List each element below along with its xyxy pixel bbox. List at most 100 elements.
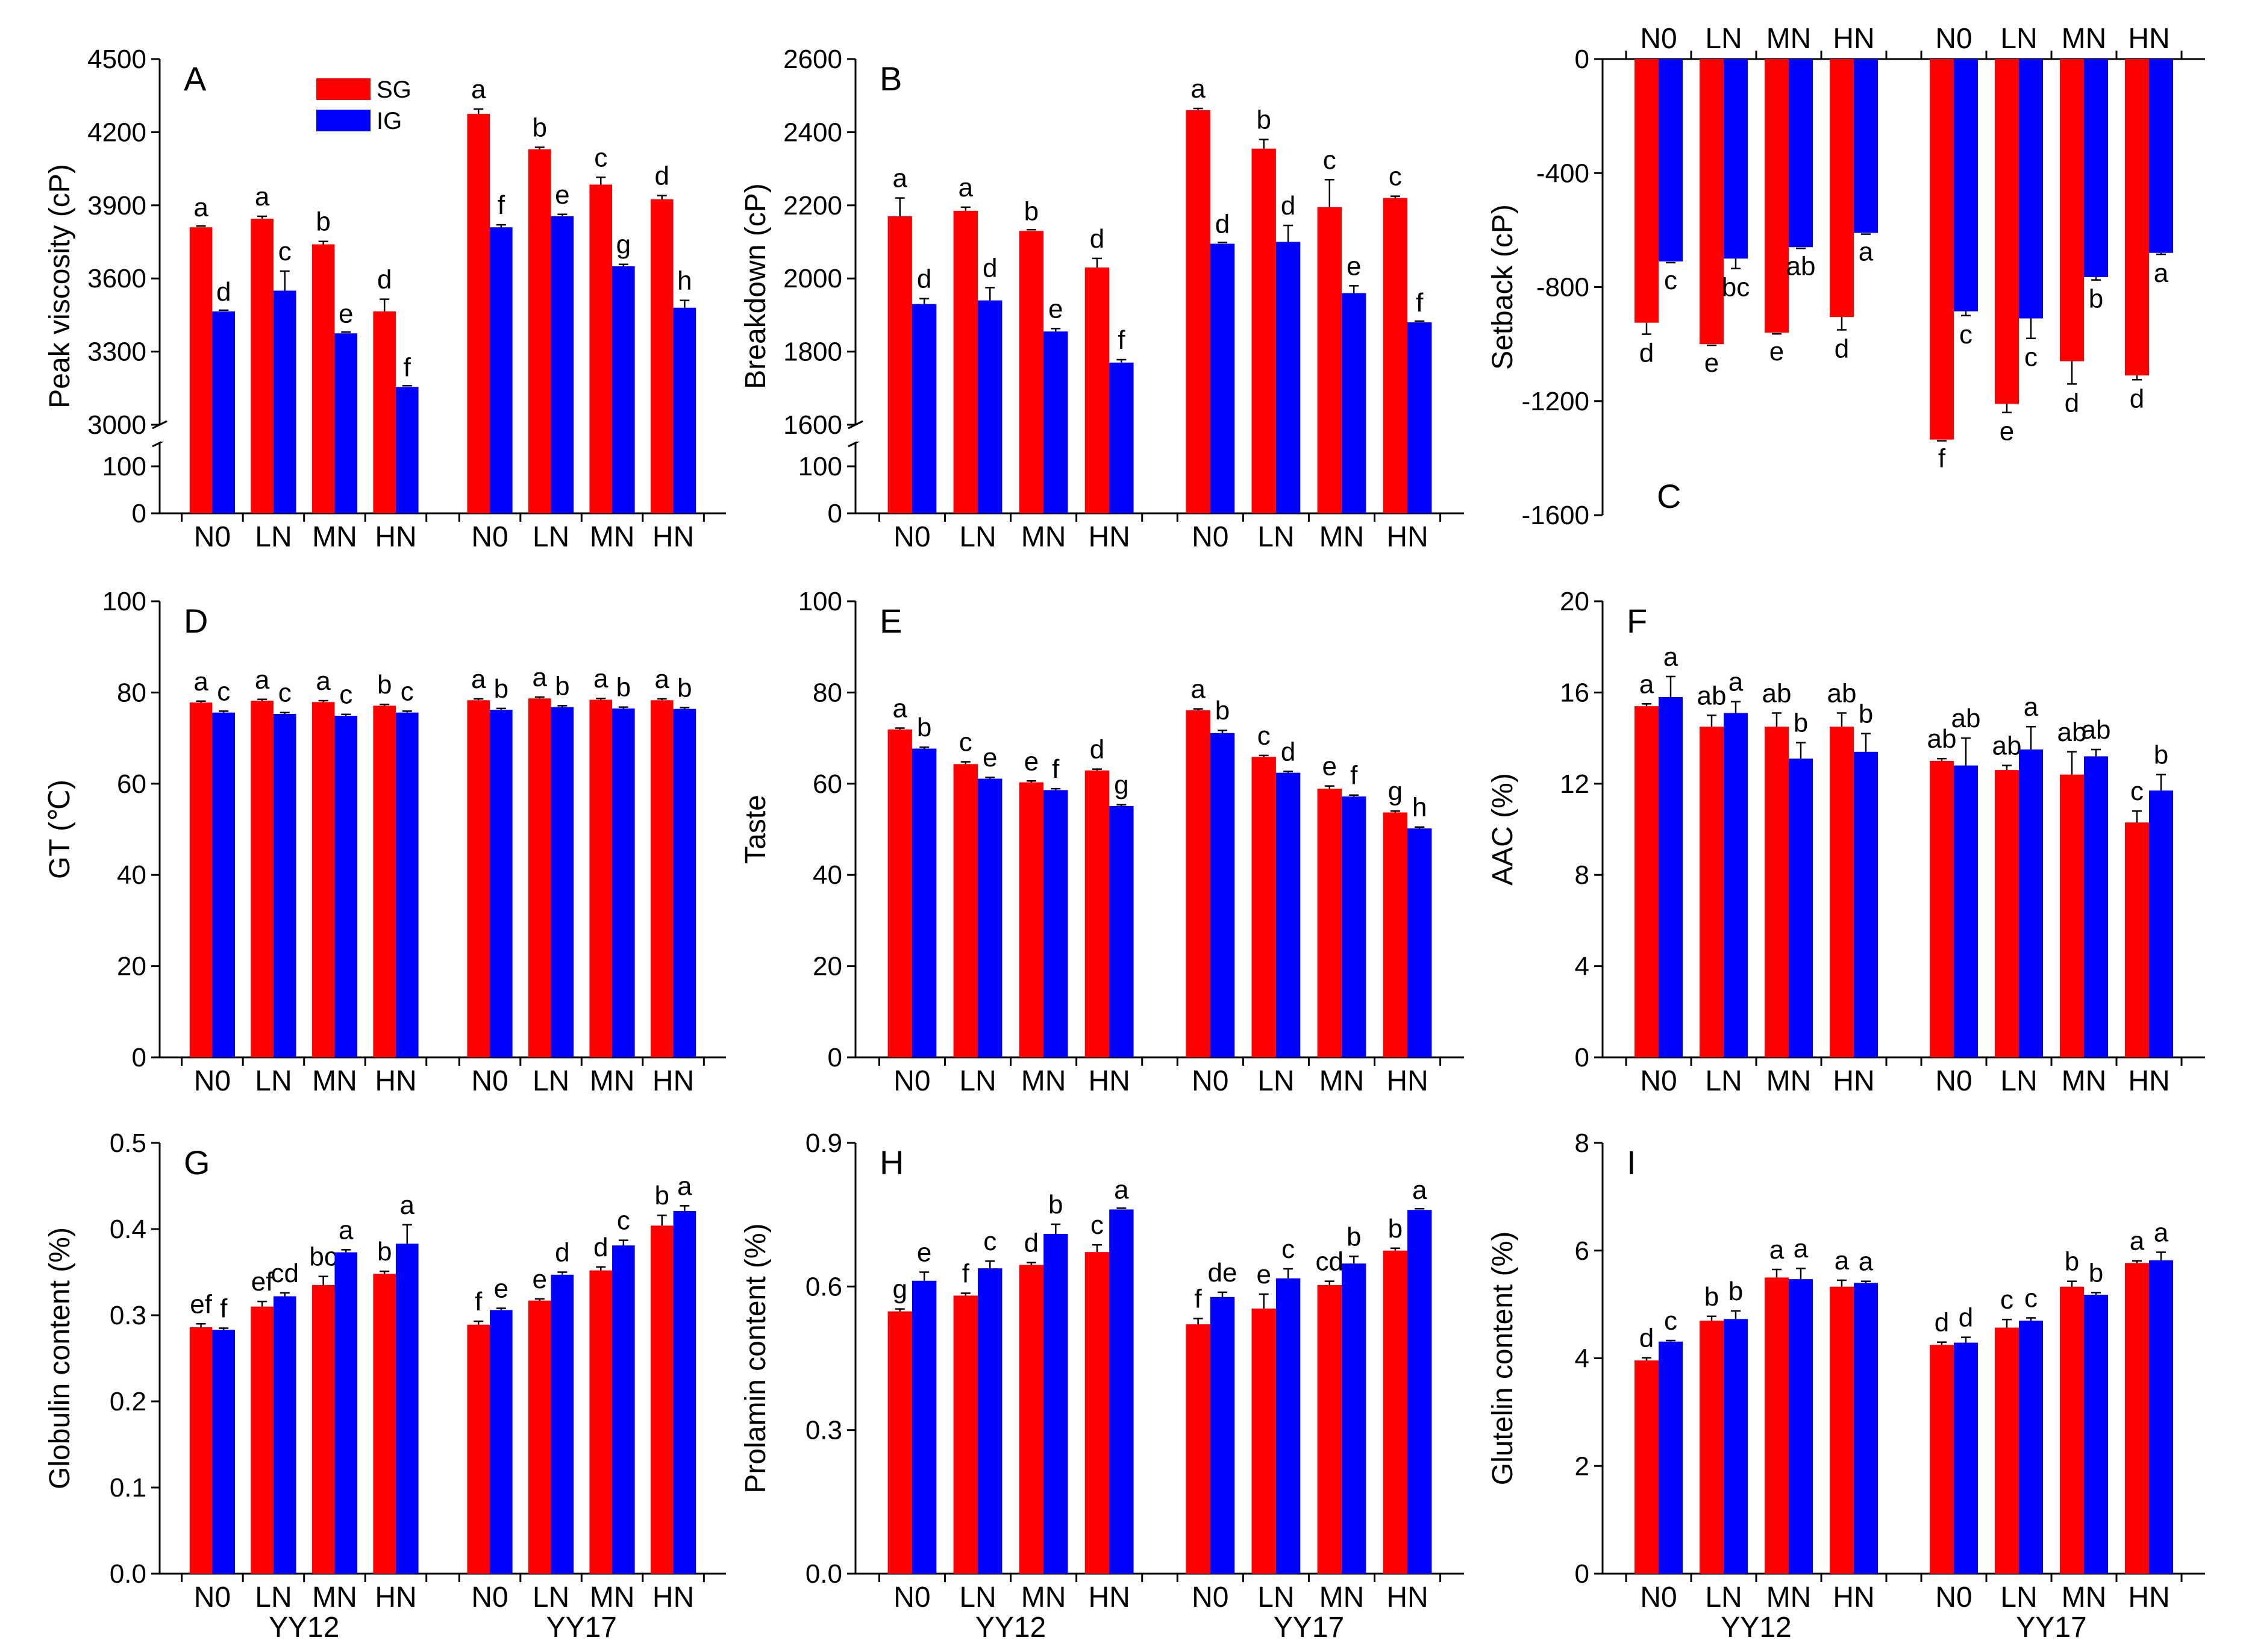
significance-letter: b [1704,1282,1719,1312]
bar-SG-YY17-MN [2060,59,2084,361]
significance-letter: h [1412,793,1427,822]
bar-SG-YY12-N0 [1635,1360,1659,1574]
significance-letter: b [677,673,692,702]
bar-SG-YY12-MN [1765,727,1789,1057]
significance-letter: ab [2057,718,2087,747]
significance-letter: ab [1992,731,2022,761]
y-tick-label: 0.0 [110,1559,146,1589]
y-tick-label: 8 [1575,1128,1589,1158]
significance-letter: a [655,665,670,694]
significance-letter: b [917,713,931,742]
significance-letter: d [1639,339,1654,368]
bar-IG-YY12-N0 [912,748,937,1057]
panel-letter: A [184,60,207,98]
significance-letter: b [1256,105,1271,135]
y-tick-label: 100 [798,587,842,616]
bar-SG-YY17-MN [1317,1284,1342,1574]
significance-letter: c [594,143,607,172]
category-label: MN [2062,1582,2107,1613]
y-tick-label: 0 [1575,45,1589,74]
category-label: LN [2000,1582,2037,1613]
significance-letter: e [1256,1260,1271,1289]
significance-letter: c [2130,777,2144,806]
significance-letter: f [1416,288,1424,318]
bar-IG-YY17-HN [1407,828,1432,1057]
significance-letter: a [532,663,547,692]
significance-letter: a [1859,1247,1874,1277]
legend-swatch-IG [316,110,371,131]
bar-SG-YY12-LN [953,1295,978,1574]
y-tick-label: 100 [102,587,146,616]
category-label: LN [959,521,996,553]
category-label: LN [533,1582,569,1613]
y-tick-label: 12 [1560,769,1589,799]
y-tick-label: 0.3 [806,1416,842,1445]
significance-letter: a [2154,1218,2169,1247]
y-tick-label: 0.9 [806,1128,842,1158]
category-label: LN [533,1065,569,1097]
significance-letter: a [1412,1175,1427,1205]
significance-letter: d [593,1233,608,1262]
bar-SG-YY12-LN [1700,59,1724,345]
category-label: LN [255,521,292,553]
bar-SG-YY17-N0 [1186,710,1210,1057]
bar-SG-YY17-HN [1383,1250,1408,1574]
significance-letter: d [2130,384,2144,413]
bar-IG-YY12-N0 [1659,1341,1683,1574]
bar-IG-YY17-MN [2084,1295,2108,1574]
category-label: N0 [1192,521,1228,553]
bar-IG-YY17-MN [612,1245,635,1574]
y-tick-label: 0.1 [110,1473,146,1503]
significance-letter: b [1859,699,1873,729]
bar-IG-YY17-LN [551,216,574,513]
bar-SG-YY17-MN [2060,774,2084,1057]
significance-letter: ab [1827,678,1857,708]
y-tick-label: 3000 [87,410,146,440]
category-label: MN [1319,1065,1365,1097]
bar-SG-YY17-HN [650,1225,674,1574]
bar-IG-YY12-LN [978,778,1003,1057]
significance-letter: g [1388,777,1403,806]
legend: SG IG [316,77,411,134]
category-label: N0 [194,1582,231,1613]
category-label: HN [2128,1582,2169,1613]
significance-letter: a [2024,692,2039,722]
bar-SG-YY17-N0 [1186,110,1210,514]
y-tick-label: 60 [813,769,842,799]
bar-SG-YY12-N0 [887,729,912,1057]
significance-letter: a [1114,1175,1129,1204]
y-tick-label: 80 [813,678,842,707]
significance-letter: c [1257,721,1271,751]
bar-IG-YY17-HN [2149,59,2173,253]
significance-letter: d [1935,1308,1949,1338]
significance-letter: ab [1762,678,1792,708]
category-label: N0 [893,1582,930,1613]
significance-letter: ab [1786,251,1816,281]
y-tick-label: 0 [1575,1559,1589,1589]
significance-letter: b [1728,1277,1743,1306]
bar-SG-YY12-HN [1830,727,1854,1057]
bar-IG-YY12-MN [1789,1279,1813,1574]
significance-letter: g [892,1275,907,1304]
y-tick-label: 0.2 [110,1387,146,1416]
significance-letter: f [1350,761,1358,790]
bar-SG-YY17-LN [1251,1308,1276,1574]
bar-IG-YY12-N0 [1659,696,1683,1057]
significance-letter: c [217,677,230,706]
category-label: HN [1833,23,1874,55]
bar-IG-YY12-MN [334,1252,358,1574]
significance-letter: b [2089,284,2103,314]
bar-SG-YY12-MN [1765,59,1789,333]
bar-IG-YY12-MN [1043,331,1068,513]
legend-swatch-SG [316,78,371,100]
bar-IG-YY12-HN [1109,806,1134,1057]
bar-SG-YY17-HN [1383,198,1408,513]
significance-letter: c [2024,1283,2038,1313]
significance-letter: c [959,727,972,757]
bar-SG-YY12-MN [1019,231,1044,513]
significance-letter: b [555,671,569,701]
category-label: HN [375,521,416,553]
y-tick-label: -400 [1536,158,1589,188]
